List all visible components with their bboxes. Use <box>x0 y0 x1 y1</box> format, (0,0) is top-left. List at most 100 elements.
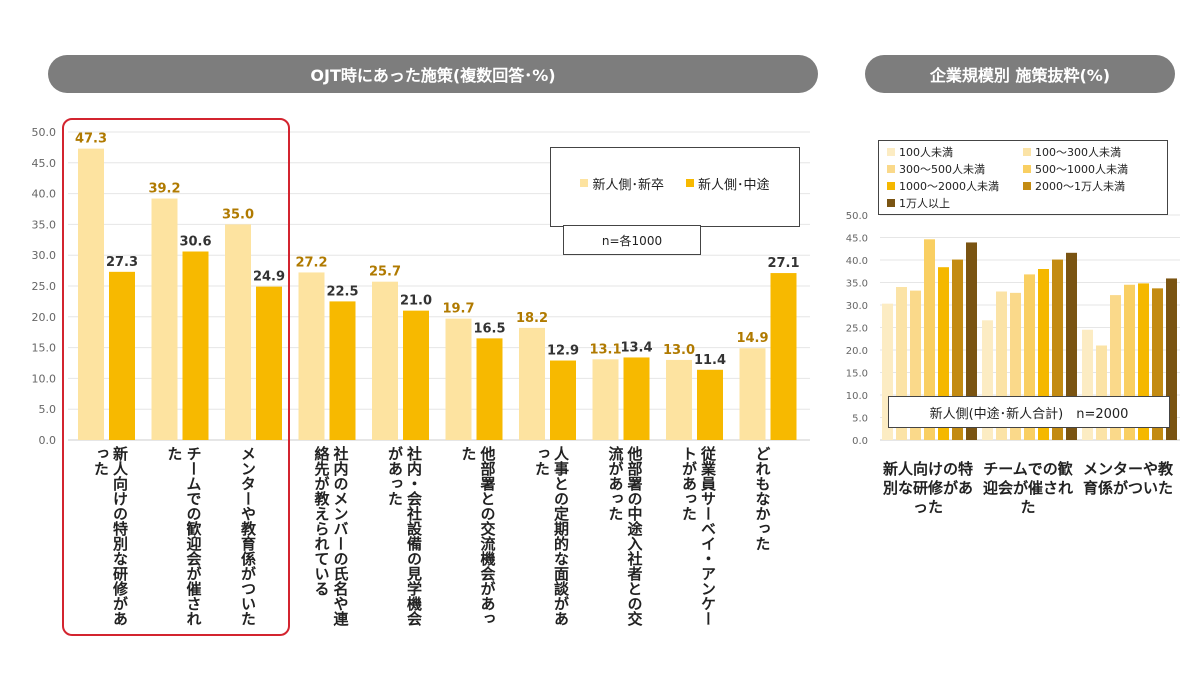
legend-item: 新人側･新卒 <box>580 174 664 193</box>
legend-item: 100人未満 <box>887 144 1023 160</box>
legend-label: 100～300人未満 <box>1035 146 1121 159</box>
bar <box>1052 259 1063 440</box>
y-tick-label: 10.0 <box>32 372 57 385</box>
y-tick-label: 25.0 <box>32 280 57 293</box>
bar <box>78 148 104 440</box>
left-chart-title: OJT時にあった施策(複数回答･%) <box>48 55 818 93</box>
data-label: 13.1 <box>589 342 621 357</box>
legend-swatch <box>1023 148 1031 156</box>
legend-swatch <box>887 165 895 173</box>
bar <box>697 369 723 440</box>
bar <box>550 360 576 440</box>
bar <box>256 286 282 440</box>
bar <box>1038 269 1049 440</box>
bar <box>1166 278 1177 440</box>
bar <box>952 259 963 440</box>
left-note: n=各1000 <box>563 225 701 255</box>
bar <box>938 267 949 440</box>
legend-item: 1000～2000人未満 <box>887 178 1023 194</box>
data-label: 21.0 <box>400 294 432 309</box>
bar <box>1024 274 1035 440</box>
legend-label: 1万人以上 <box>899 197 950 210</box>
y-tick-label: 50.0 <box>846 211 868 222</box>
data-label: 12.9 <box>547 344 579 359</box>
legend-item: 2000～1万人未満 <box>1023 178 1159 194</box>
legend-swatch <box>887 199 895 207</box>
bar <box>882 303 893 440</box>
legend-item: 100～300人未満 <box>1023 144 1159 160</box>
x-category-label: 従業員サーベイ・アンケートがあった <box>680 446 717 626</box>
legend-label: 2000～1万人未満 <box>1035 180 1125 193</box>
bar <box>896 287 907 440</box>
legend-label: 新人側･新卒 <box>592 177 664 193</box>
legend-swatch <box>580 179 589 187</box>
bar <box>623 357 650 440</box>
x-category-label: 社内・会社設備の見学機会があった <box>386 446 423 626</box>
legend-swatch <box>1023 165 1031 173</box>
bar <box>403 310 429 440</box>
bar <box>151 198 178 440</box>
bar <box>924 239 935 440</box>
y-tick-label: 40.0 <box>32 188 57 201</box>
y-tick-label: 5.0 <box>852 414 868 425</box>
bar <box>1066 252 1077 440</box>
y-tick-label: 15.0 <box>32 342 57 355</box>
legend-swatch <box>1023 182 1031 190</box>
x-category-label: メンターや教育係がついた <box>1082 460 1173 497</box>
data-label: 13.0 <box>663 343 695 358</box>
data-label: 24.9 <box>253 270 285 285</box>
y-tick-label: 45.0 <box>32 157 57 170</box>
data-label: 25.7 <box>369 265 401 280</box>
x-category-label: 人事との定期的な面談があった <box>533 446 570 626</box>
data-label: 18.2 <box>516 311 548 326</box>
data-label: 11.4 <box>694 353 726 368</box>
legend-swatch <box>887 148 895 156</box>
legend-item: 300～500人未満 <box>887 161 1023 177</box>
data-label: 22.5 <box>326 284 358 299</box>
y-tick-label: 35.0 <box>32 218 57 231</box>
y-tick-label: 45.0 <box>846 234 868 245</box>
y-tick-label: 0.0 <box>39 434 57 447</box>
x-category-label: どれもなかった <box>753 446 772 551</box>
legend-item: 500～1000人未満 <box>1023 161 1159 177</box>
bar <box>519 327 545 440</box>
highlight-box <box>62 118 290 636</box>
bar <box>1010 292 1021 440</box>
bar <box>666 359 692 440</box>
y-tick-label: 15.0 <box>846 369 868 380</box>
y-tick-label: 25.0 <box>846 324 868 335</box>
bar <box>1082 329 1093 440</box>
legend-swatch <box>686 179 694 187</box>
x-category-label: 他部署との交流機会があった <box>459 446 497 626</box>
x-category-label: チームでの歓迎会が催された <box>982 460 1073 516</box>
x-category-label: メンターや教育係がついた <box>239 446 257 626</box>
bar <box>225 224 251 440</box>
y-tick-label: 0.0 <box>852 436 868 447</box>
y-tick-label: 20.0 <box>32 311 57 324</box>
bar <box>1138 283 1149 440</box>
data-label: 27.3 <box>106 255 138 270</box>
legend-swatch <box>887 182 895 190</box>
x-category-label: 社内のメンバーの氏名や連絡先が教えられている <box>312 446 350 626</box>
data-label: 30.6 <box>179 235 211 250</box>
data-label: 39.2 <box>148 182 180 197</box>
bar <box>445 318 472 440</box>
data-label: 16.5 <box>473 321 505 336</box>
y-tick-label: 20.0 <box>846 346 868 357</box>
bar <box>329 301 356 440</box>
right-legend: 100人未満 100～300人未満 300～500人未満 500～1000人未満 100… <box>878 140 1168 215</box>
right-chart-title: 企業規模別 施策抜粋(%) <box>865 55 1175 93</box>
y-tick-label: 10.0 <box>846 391 868 402</box>
data-label: 19.7 <box>442 302 474 317</box>
data-label: 27.1 <box>767 256 799 271</box>
bar <box>966 242 977 440</box>
bar <box>298 272 325 440</box>
legend-label: 100人未満 <box>899 146 953 159</box>
legend-label: 新人側･中途 <box>698 177 770 193</box>
bar <box>476 338 503 440</box>
y-tick-label: 35.0 <box>846 279 868 290</box>
data-label: 27.2 <box>295 255 327 270</box>
bar <box>1124 284 1135 440</box>
data-label: 35.0 <box>222 207 254 222</box>
